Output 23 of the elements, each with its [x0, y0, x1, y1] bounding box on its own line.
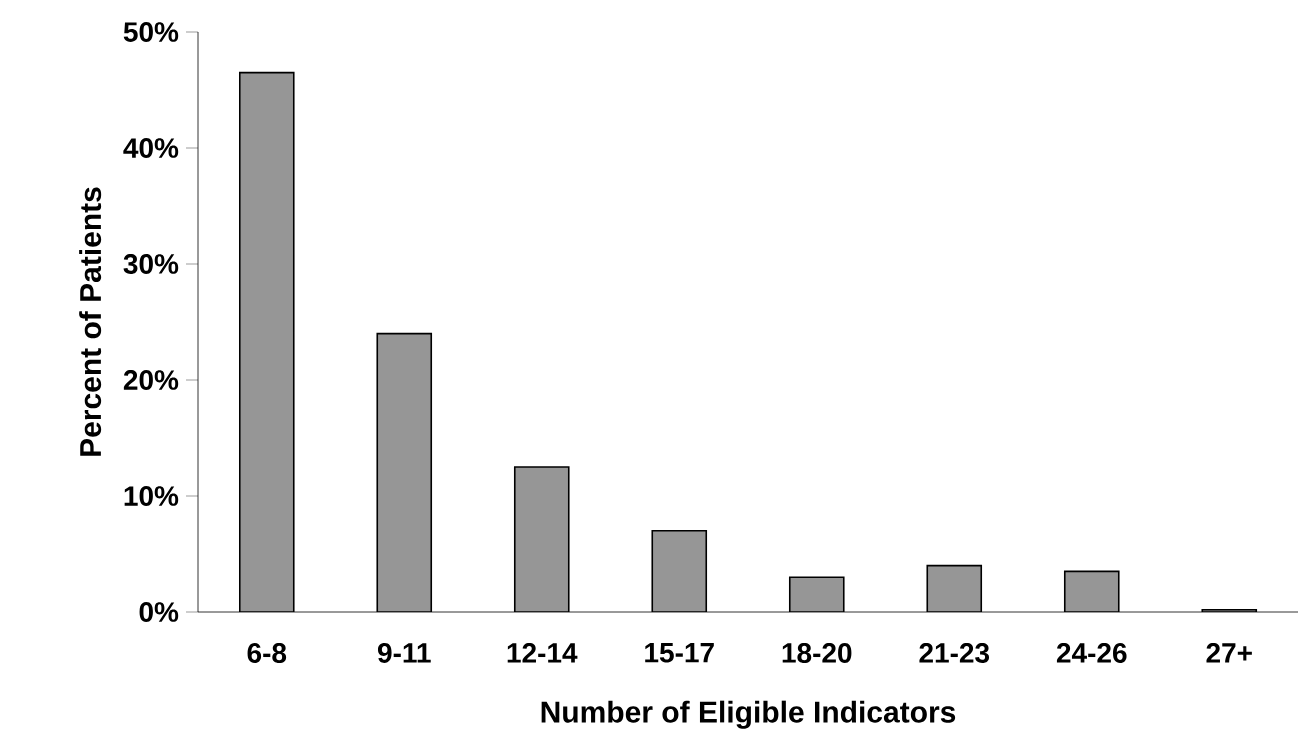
x-tick-label: 21-23 [919, 643, 990, 663]
bar [1063, 570, 1120, 612]
y-tick-label: 0% [139, 602, 179, 622]
y-tick-label: 10% [124, 486, 179, 506]
x-tick-label: 6-8 [247, 643, 287, 663]
bar [926, 564, 983, 612]
x-tick-label: 24-26 [1056, 643, 1127, 663]
x-tick-label: 9-11 [377, 643, 431, 663]
y-tick-label: 40% [123, 138, 179, 158]
y-tick-label: 30% [123, 254, 179, 274]
bar [651, 530, 708, 612]
y-axis-title: Percent of Patients [79, 187, 102, 456]
bar [376, 332, 433, 612]
x-axis-title: Number of Eligible Indicators [541, 700, 956, 729]
x-tick-label: 12-14 [507, 643, 578, 663]
bar [513, 466, 570, 612]
x-tick-label: 27+ [1206, 643, 1252, 663]
bar [788, 576, 845, 612]
x-tick-label: 18-20 [782, 643, 852, 663]
bar [238, 71, 295, 612]
y-tick-label: 20% [123, 370, 179, 390]
x-tick-label: 15-17 [645, 643, 714, 663]
y-tick-label: 50% [123, 22, 179, 42]
